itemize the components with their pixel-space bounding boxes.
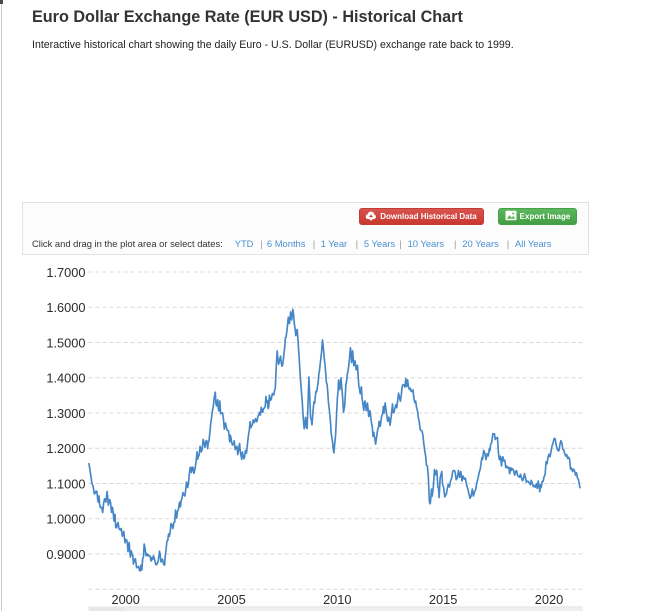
svg-text:2010: 2010 [323,592,351,607]
svg-text:1.2000: 1.2000 [46,441,85,456]
svg-text:1.4000: 1.4000 [46,371,85,386]
svg-text:1.7000: 1.7000 [46,265,85,280]
svg-text:1.5000: 1.5000 [46,335,85,350]
svg-text:2000: 2000 [111,592,139,607]
svg-text:2005: 2005 [217,592,245,607]
svg-text:2020: 2020 [535,592,563,607]
svg-text:2015: 2015 [429,592,457,607]
svg-text:1.0000: 1.0000 [46,512,85,527]
svg-text:0.9000: 0.9000 [46,547,85,562]
svg-text:1.6000: 1.6000 [46,300,85,315]
svg-text:1.1000: 1.1000 [46,476,85,491]
svg-text:1.3000: 1.3000 [46,406,85,421]
